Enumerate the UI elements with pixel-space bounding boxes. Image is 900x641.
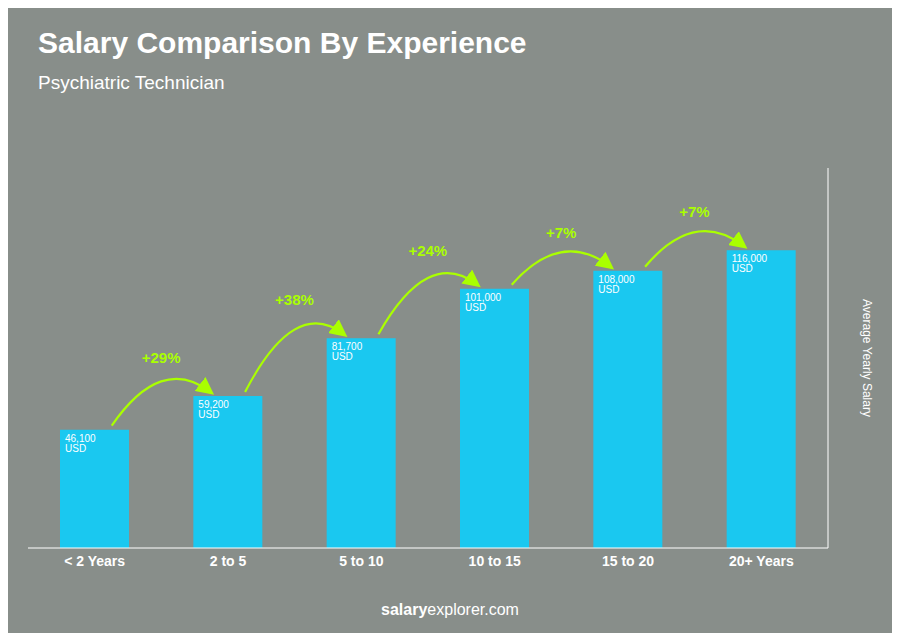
svg-text:Average Yearly Salary: Average Yearly Salary (860, 299, 874, 417)
svg-text:2 to 5: 2 to 5 (210, 553, 247, 569)
svg-text:+24%: +24% (408, 242, 447, 259)
html-text:Salary Comparison By Experienc: Salary Comparison By Experience (38, 26, 527, 59)
svg-text:+38%: +38% (275, 291, 314, 308)
svg-text:81,700USD: 81,700USD (332, 341, 363, 362)
svg-text:116,000USD: 116,000USD (732, 253, 768, 274)
svg-text:46,100USD: 46,100USD (65, 433, 96, 454)
svg-text:+29%: +29% (142, 349, 181, 366)
html-text:Psychiatric Technician: Psychiatric Technician (38, 72, 225, 93)
svg-text:10 to 15: 10 to 15 (469, 553, 521, 569)
svg-text:59,200USD: 59,200USD (198, 399, 229, 420)
svg-text:5 to 10: 5 to 10 (339, 553, 384, 569)
svg-text:15 to 20: 15 to 20 (602, 553, 654, 569)
html-text:salary explorer.com: salary explorer.com (381, 601, 519, 618)
svg-text:101,000USD: 101,000USD (465, 292, 502, 313)
svg-text:20+ Years: 20+ Years (729, 553, 794, 569)
svg-text:108,000USD: 108,000USD (598, 274, 635, 295)
svg-text:+7%: +7% (546, 224, 576, 241)
svg-text:< 2 Years: < 2 Years (64, 553, 125, 569)
svg-text:+7%: +7% (679, 203, 709, 220)
